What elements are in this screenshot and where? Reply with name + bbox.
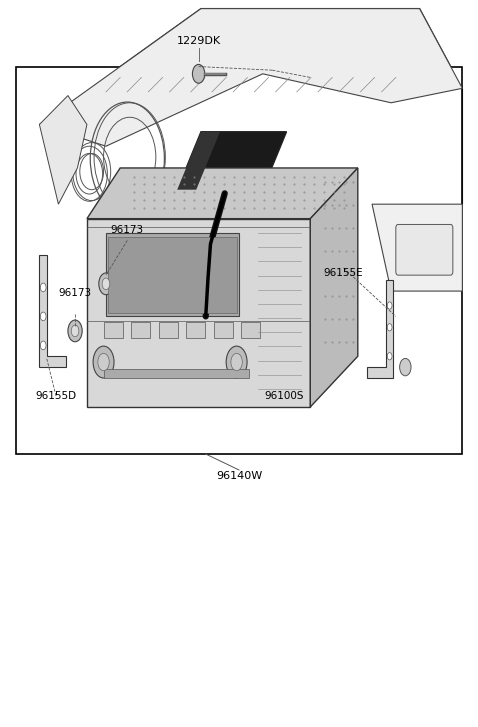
Circle shape [231,353,242,371]
Circle shape [387,302,392,309]
Circle shape [40,341,46,350]
Bar [104,322,122,338]
Circle shape [193,65,205,83]
Text: 1229DK: 1229DK [176,36,221,47]
Circle shape [98,353,109,371]
Circle shape [387,324,392,331]
Bar [131,322,150,338]
Polygon shape [177,132,286,190]
Polygon shape [39,255,65,367]
Circle shape [71,325,79,337]
Circle shape [102,278,110,289]
Bar [104,369,249,378]
Polygon shape [39,9,462,291]
Polygon shape [372,204,462,291]
Polygon shape [87,168,358,219]
Bar [16,67,462,454]
Circle shape [40,312,46,321]
Text: 96173: 96173 [58,287,92,297]
Bar [214,322,233,338]
Text: 96155E: 96155E [324,268,363,278]
Circle shape [387,353,392,360]
Bar [241,322,261,338]
Polygon shape [87,219,310,407]
Polygon shape [177,132,220,190]
Text: 96100S: 96100S [264,391,304,401]
Polygon shape [310,168,358,407]
Circle shape [40,283,46,292]
FancyBboxPatch shape [396,225,453,275]
Bar [106,233,239,316]
Text: 96140W: 96140W [216,471,262,481]
Polygon shape [39,95,87,204]
Text: 96155D: 96155D [35,391,76,401]
Polygon shape [367,280,393,378]
Circle shape [99,273,113,294]
Circle shape [400,358,411,376]
Text: 96173: 96173 [111,225,144,235]
Circle shape [226,346,247,378]
Bar [159,322,178,338]
Circle shape [68,320,82,342]
Polygon shape [39,9,462,146]
Circle shape [93,346,114,378]
Bar [186,322,205,338]
Bar [109,237,237,313]
